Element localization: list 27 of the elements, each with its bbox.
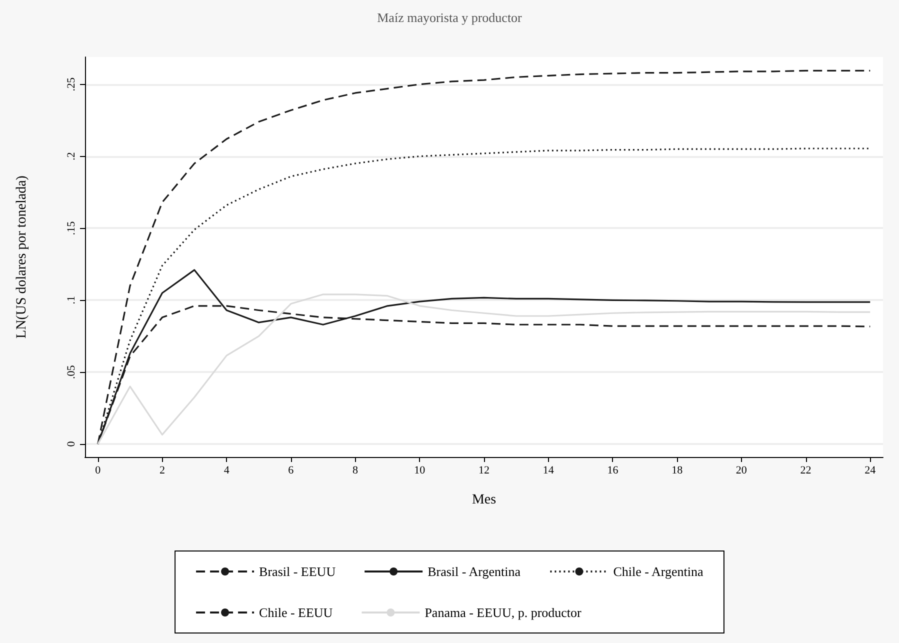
x-tick-label: 2 — [159, 464, 165, 476]
legend-label: Brasil - Argentina — [428, 564, 521, 579]
y-tick-label: .1 — [66, 296, 78, 304]
x-tick-label: 10 — [414, 464, 426, 476]
x-tick-label: 20 — [736, 464, 748, 476]
x-tick-label: 8 — [352, 464, 359, 476]
x-tick-label: 0 — [95, 464, 102, 476]
chart-title: Maíz mayorista y productor — [377, 10, 523, 25]
legend-label: Panama - EEUU, p. productor — [424, 605, 582, 620]
y-tick-label: .25 — [66, 76, 78, 92]
legend-label: Chile - Argentina — [613, 564, 704, 579]
x-tick-label: 18 — [672, 464, 684, 476]
y-tick-label: .15 — [66, 220, 78, 236]
y-tick-label: 0 — [66, 440, 78, 447]
legend-label: Brasil - EEUU — [259, 564, 336, 579]
y-axis-title: LN(US dolares por tonelada) — [14, 175, 30, 338]
y-tick-label: .05 — [66, 364, 78, 379]
x-tick-label: 24 — [864, 464, 876, 476]
x-axis-title: Mes — [472, 492, 496, 508]
x-tick-label: 12 — [478, 464, 490, 476]
x-tick-label: 6 — [288, 464, 294, 476]
x-tick-label: 16 — [607, 464, 619, 476]
x-tick-label: 4 — [224, 464, 230, 476]
legend-label: Chile - EEUU — [259, 605, 334, 620]
x-tick-label: 14 — [542, 464, 554, 476]
y-tick-label: .2 — [66, 152, 78, 160]
x-tick-label: 22 — [800, 464, 812, 476]
